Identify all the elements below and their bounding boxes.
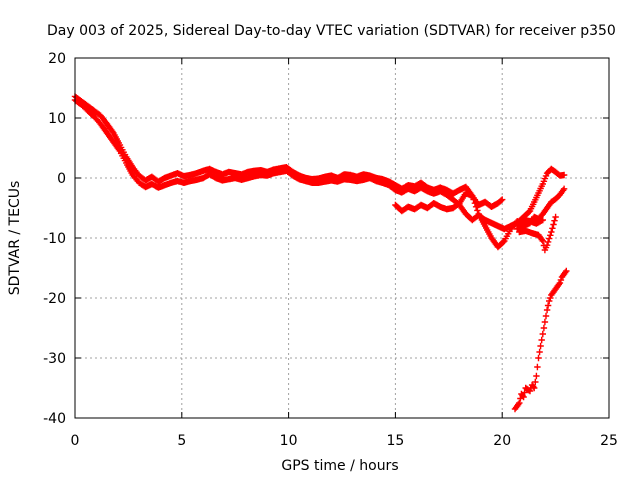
series-steep-rise [511, 267, 570, 413]
data-marks [511, 267, 570, 413]
x-tick-label: 25 [600, 433, 618, 449]
y-axis-label: SDTVAR / TECUs [7, 181, 23, 296]
x-tick-labels: 0 5 10 15 20 25 [71, 433, 618, 449]
series-late-segment-A [514, 165, 568, 227]
data-marks [392, 189, 521, 251]
series-lower-trace [392, 189, 521, 251]
series-late-segment-B [514, 185, 568, 233]
y-tick-label: -30 [43, 351, 66, 367]
y-tick-label: 0 [57, 171, 66, 187]
x-tick-label: 0 [71, 433, 80, 449]
x-tick-label: 20 [493, 433, 511, 449]
chart-title: Day 003 of 2025, Sidereal Day-to-day VTE… [47, 23, 616, 39]
data-marks [71, 96, 546, 233]
x-tick-label: 15 [386, 433, 404, 449]
data-marks [516, 213, 559, 254]
grid-lines [75, 58, 609, 418]
y-tick-label: -20 [43, 291, 66, 307]
data-points [71, 93, 570, 413]
series-late-segment-C [516, 213, 559, 254]
series-main-trace [71, 96, 546, 233]
x-tick-label: 10 [280, 433, 298, 449]
x-tick-label: 5 [177, 433, 186, 449]
tick-marks [74, 57, 610, 419]
data-marks [514, 185, 568, 233]
x-axis-label: GPS time / hours [281, 458, 398, 474]
data-marks [514, 165, 568, 227]
y-tick-label: -10 [43, 231, 66, 247]
y-tick-label: 20 [48, 51, 66, 67]
y-tick-label: -40 [43, 411, 66, 427]
y-tick-labels: -40 -30 -20 -10 0 10 20 [43, 51, 66, 427]
y-tick-label: 10 [48, 111, 66, 127]
